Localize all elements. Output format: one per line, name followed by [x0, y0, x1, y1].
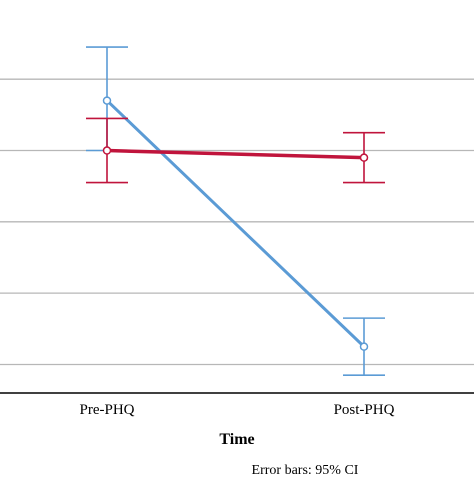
- x-tick-label: Post-PHQ: [334, 402, 395, 418]
- series-2: [86, 117, 385, 184]
- gridlines: [0, 78, 474, 366]
- x-axis-title: Time: [219, 431, 254, 448]
- data-point: [359, 153, 369, 162]
- data-point: [359, 342, 369, 351]
- series-line: [105, 99, 366, 349]
- series-line: [105, 148, 366, 160]
- x-tick-label: Pre-PHQ: [80, 402, 135, 418]
- series-layer: [86, 46, 385, 376]
- labels: Time Error bars: 95% CI Pre-PHQ Post-PHQ: [80, 402, 395, 478]
- data-point: [102, 146, 112, 155]
- data-point: [102, 96, 112, 105]
- series-1: [86, 46, 385, 376]
- error-bar-footnote: Error bars: 95% CI: [252, 463, 359, 474]
